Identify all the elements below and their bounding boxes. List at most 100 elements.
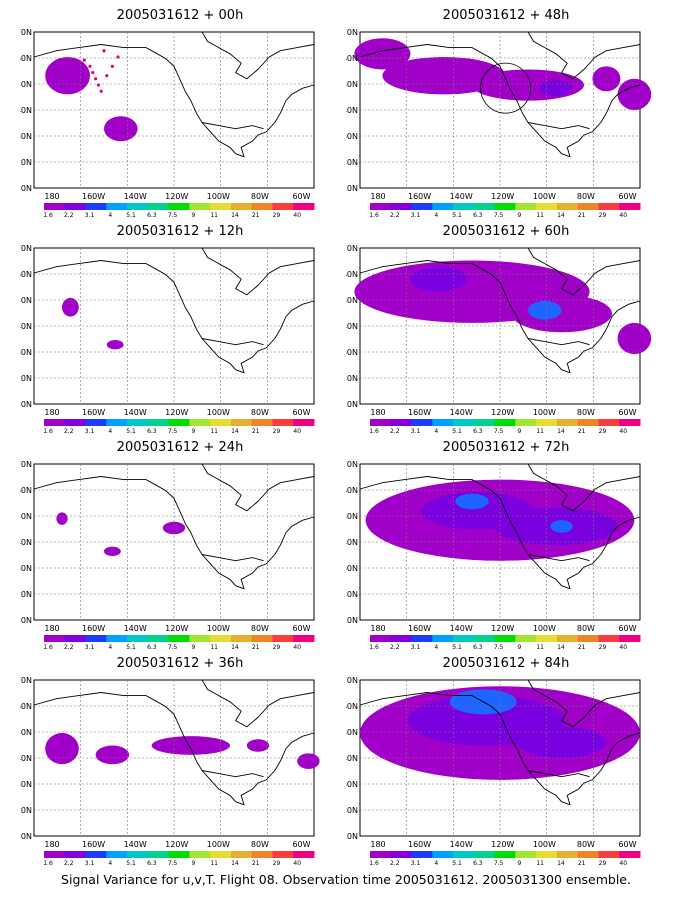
panel-48h: 2005031612 + 48h 10N 20N 30N 40N 50N 60N 70N 18… (346, 8, 666, 220)
x-tick-label: 80W (577, 192, 595, 201)
x-tick-label: 120W (491, 192, 514, 201)
x-tick-label: 60W (618, 192, 636, 201)
colorbar-label: 4 (108, 644, 112, 650)
y-tick-label: 40N (20, 754, 32, 763)
colorbar-swatch (106, 635, 128, 642)
colorbar-label: 1.6 (43, 860, 53, 866)
colorbar-swatch (147, 851, 170, 858)
colorbar-label: 3.1 (411, 644, 421, 650)
colorbar-swatch (210, 851, 232, 858)
colorbar-swatch (251, 851, 273, 858)
observation-point (102, 49, 106, 53)
colorbar-swatch (536, 203, 558, 210)
colorbar-swatch (210, 203, 232, 210)
colorbar-swatch (168, 419, 190, 426)
colorbar-label: 4 (108, 860, 112, 866)
colorbar-swatch (44, 203, 66, 210)
colorbar-swatch (85, 635, 107, 642)
colorbar-swatch (85, 851, 107, 858)
y-tick-label: 40N (346, 322, 358, 331)
x-tick-label: 140W (450, 408, 473, 417)
colorbar-label: 7.5 (168, 644, 178, 650)
x-tick-label: 120W (165, 624, 188, 633)
colorbar-swatch (577, 851, 599, 858)
y-tick-label: 60N (346, 270, 358, 279)
y-tick-label: 20N (20, 806, 32, 815)
x-tick-label: 160W (82, 192, 105, 201)
colorbar-swatch (251, 203, 273, 210)
variance-contour (455, 493, 489, 510)
observation-point (94, 77, 98, 81)
colorbar-swatch (494, 419, 516, 426)
y-tick-label: 20N (20, 158, 32, 167)
panel-12h: 2005031612 + 12h 10N 20N 30N 40N 50N 60N 70N 18… (20, 224, 340, 436)
x-tick-label: 60W (618, 624, 636, 633)
colorbar-label: 3.1 (411, 428, 421, 434)
x-tick-label: 100W (533, 840, 556, 849)
x-tick-label: 60W (618, 840, 636, 849)
variance-contour (617, 322, 652, 355)
colorbar-swatch (577, 419, 599, 426)
colorbar-label: 21 (578, 644, 586, 650)
variance-contour (354, 38, 411, 70)
colorbar-label: 9 (517, 428, 521, 434)
coastline (156, 485, 315, 590)
colorbar-label: 9 (191, 212, 195, 218)
observation-point (110, 64, 114, 68)
panel-title: 2005031612 + 00h (116, 8, 244, 23)
colorbar-label: 14 (557, 428, 565, 434)
x-tick-label: 180 (370, 624, 385, 633)
colorbar-swatch (168, 635, 190, 642)
observation-point (96, 83, 100, 87)
x-tick-label: 80W (577, 624, 595, 633)
colorbar-swatch (598, 851, 620, 858)
colorbar-swatch (390, 851, 413, 858)
panel-title: 2005031612 + 60h (442, 224, 570, 239)
y-tick-label: 60N (20, 486, 32, 495)
colorbar-label: 9 (191, 644, 195, 650)
y-tick-label: 60N (346, 486, 358, 495)
map-plot: 10N 20N 30N 40N 50N 60N 70N 180 160W 140W 120W 100W… (346, 460, 641, 650)
colorbar-swatch (168, 851, 190, 858)
colorbar-swatch (536, 851, 558, 858)
colorbar-label: 1.6 (43, 212, 53, 218)
colorbar-swatch (127, 635, 149, 642)
x-tick-label: 180 (44, 840, 59, 849)
colorbar-label: 40 (293, 644, 301, 650)
y-tick-label: 20N (346, 806, 358, 815)
y-tick-label: 10N (346, 832, 358, 841)
colorbar-label: 11 (536, 428, 544, 434)
colorbar-label: 11 (210, 644, 218, 650)
colorbar-label: 2.2 (390, 860, 400, 866)
colorbar-label: 6.3 (473, 428, 483, 434)
colorbar-label: 5.1 (452, 212, 462, 218)
panel-title: 2005031612 + 36h (116, 656, 244, 671)
colorbar-label: 11 (536, 212, 544, 218)
colorbar-label: 40 (619, 644, 627, 650)
colorbar-label: 7.5 (494, 428, 504, 434)
colorbar-label: 7.5 (168, 212, 178, 218)
colorbar-swatch (515, 851, 537, 858)
variance-contour (617, 78, 652, 110)
y-tick-label: 60N (20, 54, 32, 63)
y-tick-label: 10N (346, 400, 358, 409)
y-tick-label: 20N (346, 374, 358, 383)
x-tick-label: 160W (82, 624, 105, 633)
variance-contour (151, 736, 230, 755)
colorbar-swatch (106, 851, 128, 858)
variance-contour (45, 733, 79, 765)
x-tick-label: 140W (450, 840, 473, 849)
colorbar-label: 21 (578, 428, 586, 434)
y-tick-label: 60N (20, 270, 32, 279)
variance-contour (516, 726, 607, 758)
colorbar-label: 21 (252, 212, 260, 218)
coastline (201, 338, 264, 346)
x-tick-label: 160W (408, 192, 431, 201)
colorbar-label: 21 (252, 644, 260, 650)
colorbar-label: 9 (191, 860, 195, 866)
colorbar-label: 40 (619, 212, 627, 218)
panel-title: 2005031612 + 48h (442, 8, 570, 23)
colorbar-label: 6.3 (147, 212, 157, 218)
colorbar-label: 21 (252, 428, 260, 434)
colorbar-swatch (85, 203, 107, 210)
